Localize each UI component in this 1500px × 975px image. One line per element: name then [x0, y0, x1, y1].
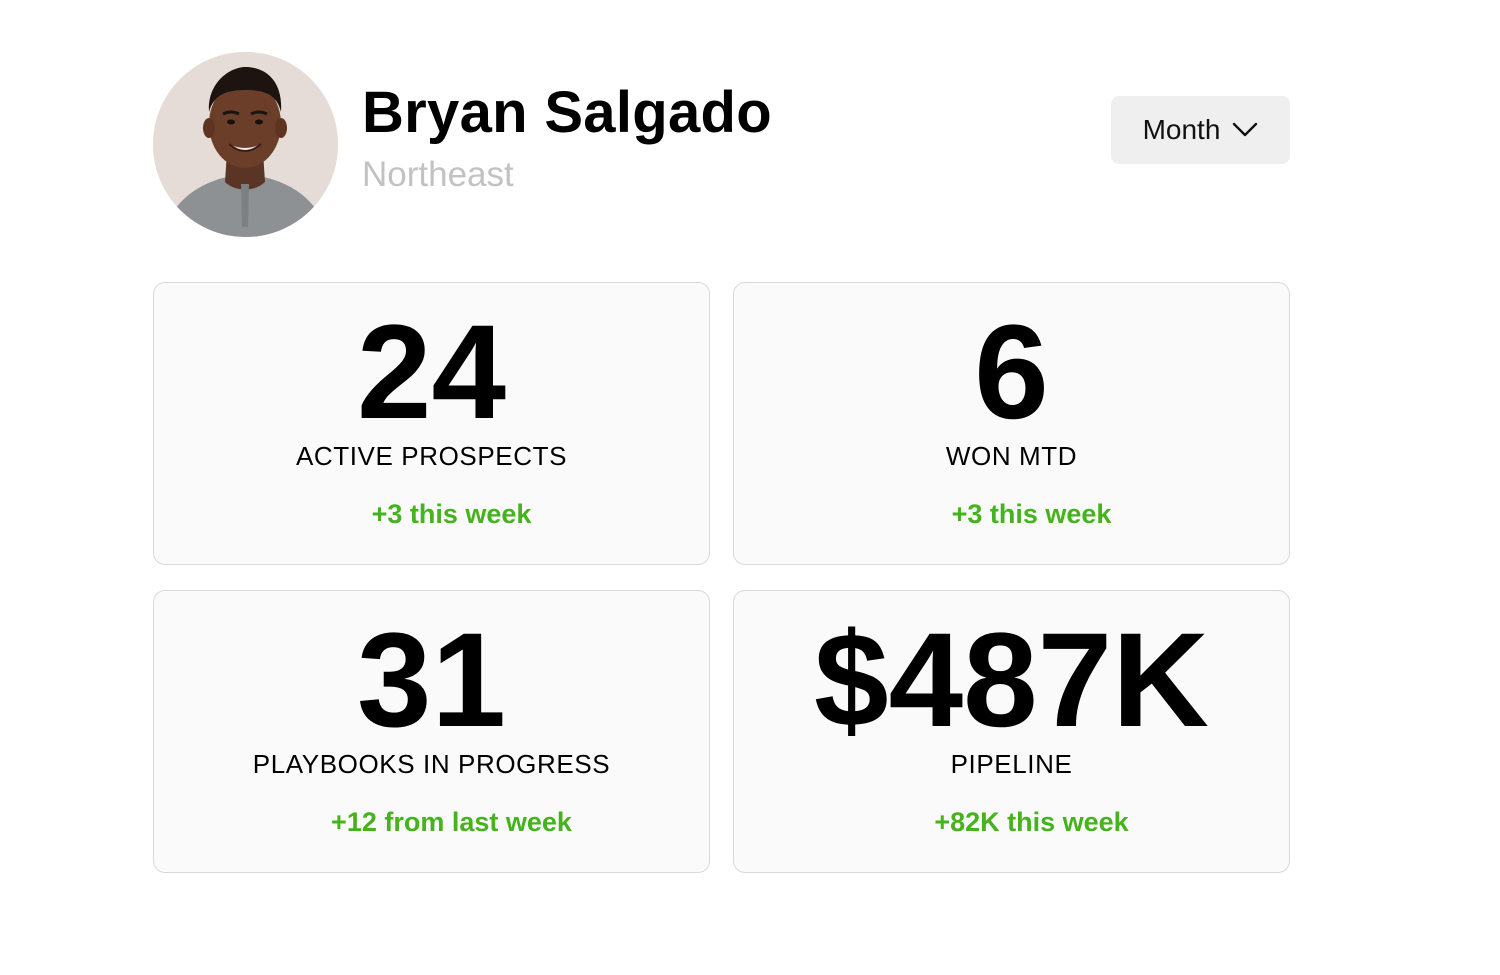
stat-value: 6: [974, 298, 1049, 447]
stat-card-playbooks-in-progress: 31 PLAYBOOKS IN PROGRESS +12 from last w…: [153, 590, 710, 873]
stat-value: 24: [356, 298, 507, 447]
user-portrait-icon: [153, 52, 338, 237]
stat-label: PIPELINE: [950, 749, 1073, 779]
stat-delta: +82K this week: [934, 807, 1129, 837]
avatar: [153, 52, 338, 237]
stat-card-pipeline: $487K PIPELINE +82K this week: [733, 590, 1290, 873]
stat-card-active-prospects: 24 ACTIVE PROSPECTS +3 this week: [153, 282, 710, 565]
stat-label: WON MTD: [945, 441, 1078, 471]
stat-label: ACTIVE PROSPECTS: [295, 441, 568, 471]
chevron-down-icon: [1233, 122, 1258, 137]
user-name: Bryan Salgado: [362, 80, 773, 145]
period-dropdown-value: Month: [1142, 114, 1221, 145]
stat-delta: +3 this week: [371, 499, 532, 529]
period-dropdown[interactable]: Month: [1111, 96, 1290, 164]
stat-label: PLAYBOOKS IN PROGRESS: [252, 749, 611, 779]
stat-value: 31: [356, 606, 507, 755]
stat-delta: +12 from last week: [331, 807, 572, 837]
user-region: Northeast: [362, 155, 514, 194]
stat-card-won-mtd: 6 WON MTD +3 this week: [733, 282, 1290, 565]
stat-delta: +3 this week: [951, 499, 1112, 529]
stat-value: $487K: [814, 606, 1209, 755]
